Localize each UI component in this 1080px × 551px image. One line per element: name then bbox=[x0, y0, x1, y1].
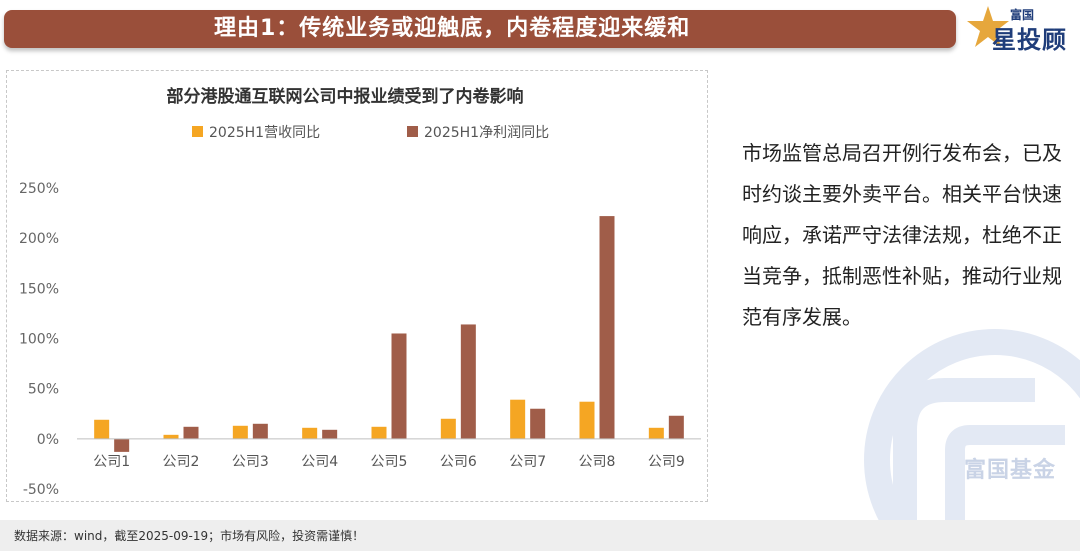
x-tick-label: 公司7 bbox=[509, 454, 546, 470]
bar-profit-1 bbox=[114, 438, 130, 452]
bar-profit-3 bbox=[252, 423, 268, 439]
bar-profit-8 bbox=[599, 216, 615, 439]
y-tick-label: 150% bbox=[19, 281, 59, 297]
source-note: 数据来源：wind，截至2025-09-19；市场有风险，投资需谨慎！ bbox=[14, 529, 365, 543]
legend-label-2: 2025H1净利润同比 bbox=[424, 125, 549, 141]
y-tick-label: 250% bbox=[19, 181, 59, 197]
watermark-text: 富国基金 bbox=[964, 458, 1057, 483]
chart-legend: 2025H1营收同比 2025H1净利润同比 bbox=[192, 125, 549, 141]
watermark-emblem-icon bbox=[864, 329, 1080, 551]
x-tick-label: 公司4 bbox=[301, 454, 338, 470]
bar-revenue-9 bbox=[648, 427, 664, 439]
x-tick-label: 公司5 bbox=[371, 454, 408, 470]
x-tick-label: 公司2 bbox=[163, 454, 200, 470]
bar-revenue-8 bbox=[579, 401, 595, 439]
y-tick-label: 100% bbox=[19, 332, 59, 348]
logo-brand-big: 星投顾 bbox=[992, 26, 1067, 54]
x-tick-label: 公司8 bbox=[579, 454, 616, 470]
bar-revenue-6 bbox=[440, 418, 456, 439]
bar-profit-2 bbox=[183, 426, 199, 439]
bar-revenue-5 bbox=[371, 426, 387, 439]
bar-profit-9 bbox=[668, 415, 684, 439]
chart-title: 部分港股通互联网公司中报业绩受到了内卷影响 bbox=[167, 86, 524, 107]
bar-chart: 部分港股通互联网公司中报业绩受到了内卷影响 2025H1营收同比 2025H1净利… bbox=[19, 86, 701, 498]
legend-swatch-1 bbox=[192, 126, 203, 137]
x-tick-label: 公司9 bbox=[648, 454, 685, 470]
y-tick-label: 200% bbox=[19, 231, 59, 247]
star-icon bbox=[967, 6, 1009, 47]
bar-profit-7 bbox=[530, 408, 546, 439]
y-axis: -50% 0% 50% 100% 150% 200% 250% bbox=[19, 181, 59, 498]
page-title: 理由1：传统业务或迎触底，内卷程度迎来缓和 bbox=[214, 16, 691, 41]
bar-revenue-1 bbox=[94, 419, 110, 439]
bar-profit-4 bbox=[322, 429, 338, 439]
bar-revenue-4 bbox=[302, 427, 318, 439]
y-tick-label: -50% bbox=[23, 482, 59, 498]
commentary-text: 市场监管总局召开例行发布会，已及时约谈主要外卖平台。相关平台快速响应，承诺严守法… bbox=[742, 141, 1062, 329]
bar-revenue-7 bbox=[510, 399, 526, 439]
bar-profit-6 bbox=[460, 324, 476, 439]
footer-bar: 数据来源：wind，截至2025-09-19；市场有风险，投资需谨慎！ bbox=[0, 520, 1080, 551]
y-tick-label: 50% bbox=[28, 382, 59, 398]
x-tick-label: 公司3 bbox=[232, 454, 269, 470]
legend-swatch-2 bbox=[407, 126, 418, 137]
y-tick-label: 0% bbox=[37, 432, 59, 448]
legend-label-1: 2025H1营收同比 bbox=[209, 125, 320, 141]
chart-bars bbox=[94, 216, 684, 452]
header-banner: 理由1：传统业务或迎触底，内卷程度迎来缓和 bbox=[4, 10, 956, 48]
x-tick-label: 公司6 bbox=[440, 454, 477, 470]
bar-revenue-3 bbox=[232, 425, 248, 439]
bar-profit-5 bbox=[391, 333, 407, 439]
x-tick-label: 公司1 bbox=[93, 454, 130, 470]
logo-brand-small: 富国 bbox=[1010, 8, 1035, 22]
bar-revenue-2 bbox=[163, 434, 179, 439]
brand-logo: 富国 星投顾 bbox=[966, 4, 1076, 54]
x-axis: 公司1 公司2 公司3 公司4 公司5 公司6 公司7 公司8 公司9 bbox=[77, 438, 701, 470]
chart-panel: 部分港股通互联网公司中报业绩受到了内卷影响 2025H1营收同比 2025H1净利… bbox=[6, 70, 708, 502]
